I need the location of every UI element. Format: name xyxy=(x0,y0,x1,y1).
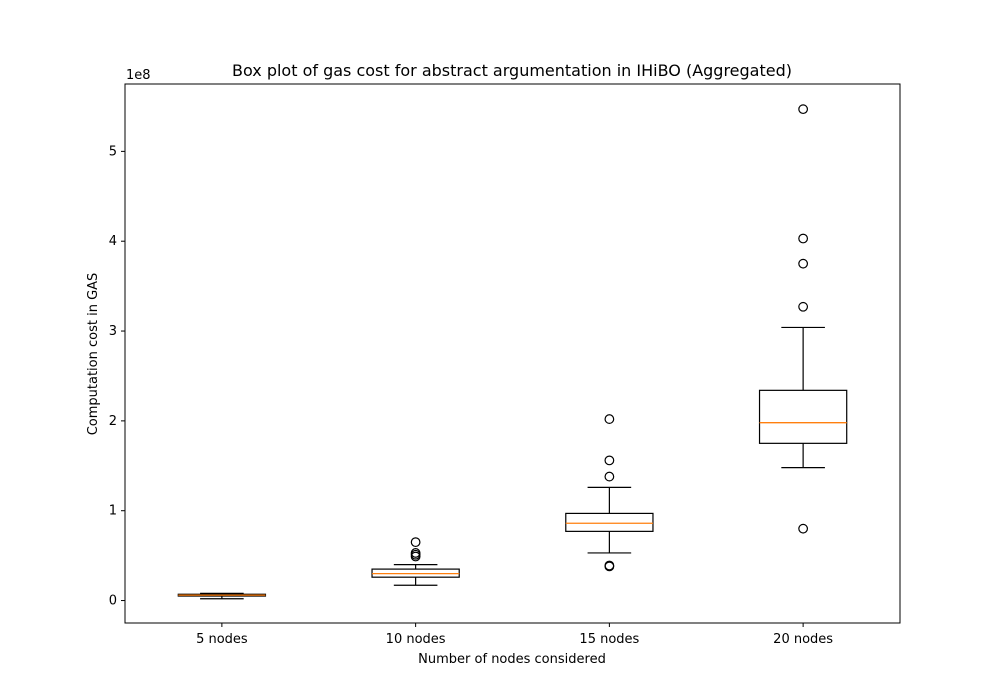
x-tick-label: 15 nodes xyxy=(579,632,639,647)
plot-area: 0 1 2 3 4 5 5 nodes 10 nodes 15 nodes 20 nodes xyxy=(109,83,901,647)
outlier-point xyxy=(798,523,809,534)
x-axis-label: Number of nodes considered xyxy=(418,652,606,667)
x-tick-label: 10 nodes xyxy=(386,632,446,647)
y-tick-label: 0 xyxy=(109,594,117,609)
chart-title: Box plot of gas cost for abstract argume… xyxy=(232,61,792,80)
y-multiplier-label: 1e8 xyxy=(126,68,151,83)
x-tick-label: 5 nodes xyxy=(196,632,248,647)
outlier-point xyxy=(798,104,809,115)
box-iqr xyxy=(565,512,654,532)
y-tick-label: 3 xyxy=(109,324,117,339)
outlier-point xyxy=(798,301,809,312)
y-tick-label: 1 xyxy=(109,504,117,519)
y-tick-label: 4 xyxy=(109,234,117,249)
x-tick-label: 20 nodes xyxy=(773,632,833,647)
y-tick-label: 2 xyxy=(109,414,117,429)
outlier-point xyxy=(798,258,809,269)
outlier-point xyxy=(410,537,421,548)
outlier-point xyxy=(798,233,809,244)
outlier-point xyxy=(604,560,615,571)
axes-frame xyxy=(124,83,901,624)
outlier-point xyxy=(604,455,615,466)
y-axis-label: Computation cost in GAS xyxy=(86,273,101,436)
y-tick-label: 5 xyxy=(109,144,117,159)
box-iqr xyxy=(758,389,848,444)
outlier-point xyxy=(604,471,615,482)
outlier-point xyxy=(604,414,615,424)
outlier-point xyxy=(410,548,421,558)
